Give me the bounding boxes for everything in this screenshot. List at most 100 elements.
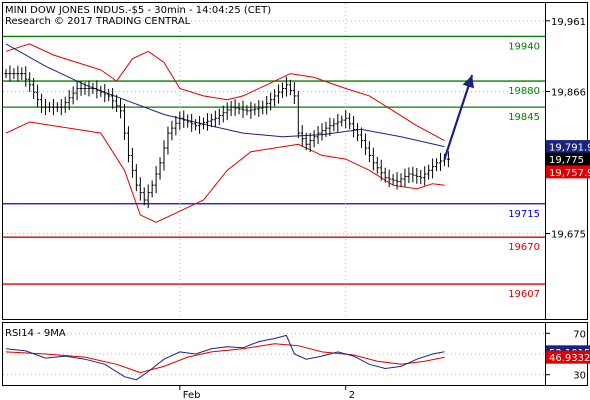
candle — [316, 126, 320, 144]
candle — [138, 177, 142, 201]
candle — [126, 126, 131, 163]
candle — [288, 79, 292, 96]
candle — [304, 132, 308, 151]
candle — [375, 156, 379, 174]
candle — [280, 82, 285, 99]
time-tick-label-1: 2 — [349, 390, 355, 400]
candle — [359, 127, 364, 149]
candle — [395, 172, 399, 190]
candle — [261, 100, 265, 115]
candle — [158, 157, 162, 180]
candle — [95, 80, 99, 99]
price-box-label-2: 19,757.9 — [549, 168, 590, 179]
candle — [71, 86, 75, 105]
candle — [162, 140, 166, 171]
candle — [391, 174, 395, 186]
candle — [194, 119, 198, 131]
price-box-label-1: 19,775 — [549, 155, 584, 166]
candle — [403, 168, 407, 187]
candle — [407, 167, 411, 184]
candle — [245, 105, 249, 116]
candle — [4, 69, 8, 79]
candle — [103, 84, 107, 103]
candle — [182, 110, 186, 128]
price-box-1 — [546, 152, 590, 166]
candle — [332, 118, 336, 132]
candle — [241, 100, 245, 119]
candle — [225, 102, 229, 121]
candle — [367, 141, 371, 163]
time-tick-label-0: Feb — [183, 390, 201, 400]
candle — [111, 87, 115, 109]
candle — [344, 110, 348, 129]
rsi-panel: 70503052.101546.9332 — [3, 329, 590, 382]
price-tick-label-2: 19,675 — [551, 229, 586, 240]
candle — [446, 151, 450, 168]
candle — [20, 67, 24, 80]
candle — [83, 82, 87, 95]
price-tick-label-0: 19,961 — [551, 17, 586, 28]
candle — [107, 88, 111, 102]
level-label-2: 19845 — [508, 112, 540, 123]
candle — [284, 76, 289, 97]
candle — [201, 117, 206, 130]
candle — [213, 110, 217, 128]
price-box-label-0: 19,791.9 — [549, 143, 590, 154]
candle — [91, 82, 95, 95]
candle — [47, 102, 52, 113]
candle — [43, 99, 48, 116]
main-panel-frame — [2, 2, 588, 320]
forecast-arrow — [443, 74, 475, 160]
candle — [253, 103, 257, 116]
candle — [209, 113, 213, 128]
candle — [387, 169, 391, 188]
candle — [296, 90, 300, 139]
candle — [352, 115, 356, 138]
upper-band-line — [5, 43, 445, 142]
candle — [142, 187, 146, 206]
candle — [99, 85, 103, 97]
candle — [118, 98, 123, 119]
credit-line: Research © 2017 TRADING CENTRAL — [5, 16, 191, 27]
candle — [221, 105, 225, 123]
candle — [383, 167, 387, 183]
support-resistance-levels: 19940 19880 19845 19715 19670 19607 — [3, 35, 545, 300]
candle — [276, 84, 281, 104]
candles — [4, 65, 450, 209]
candle — [233, 99, 237, 116]
candle — [438, 152, 443, 172]
candle — [415, 167, 419, 184]
candle — [16, 65, 20, 82]
time-axis: Feb 2 — [179, 385, 355, 400]
level-label-3: 19715 — [508, 209, 540, 220]
candle — [340, 115, 344, 127]
candle — [371, 147, 375, 171]
candle — [79, 81, 83, 96]
candle — [411, 166, 415, 183]
candle — [134, 164, 138, 192]
candle — [328, 117, 332, 137]
candle — [229, 100, 233, 117]
candle — [87, 80, 91, 97]
candle — [217, 108, 221, 126]
candle — [269, 92, 273, 111]
price-axis: 19,961 19,866 19,675 — [545, 17, 586, 240]
candle — [257, 100, 261, 117]
candle — [174, 115, 178, 136]
candle — [150, 180, 154, 198]
level-label-4: 19670 — [508, 242, 540, 253]
candle — [423, 166, 427, 186]
candle — [312, 130, 316, 148]
candle — [36, 84, 40, 108]
rsi-title: RSI14 - 9MA — [5, 328, 66, 339]
rsi-box-1 — [546, 350, 590, 364]
rsi-tick-label-0: 70 — [573, 329, 586, 340]
candle — [197, 116, 202, 134]
candle — [308, 132, 312, 152]
level-label-0: 19940 — [508, 41, 540, 52]
rsi-line — [5, 334, 445, 381]
candle — [51, 98, 55, 116]
candle — [186, 114, 190, 128]
candle — [166, 126, 170, 155]
